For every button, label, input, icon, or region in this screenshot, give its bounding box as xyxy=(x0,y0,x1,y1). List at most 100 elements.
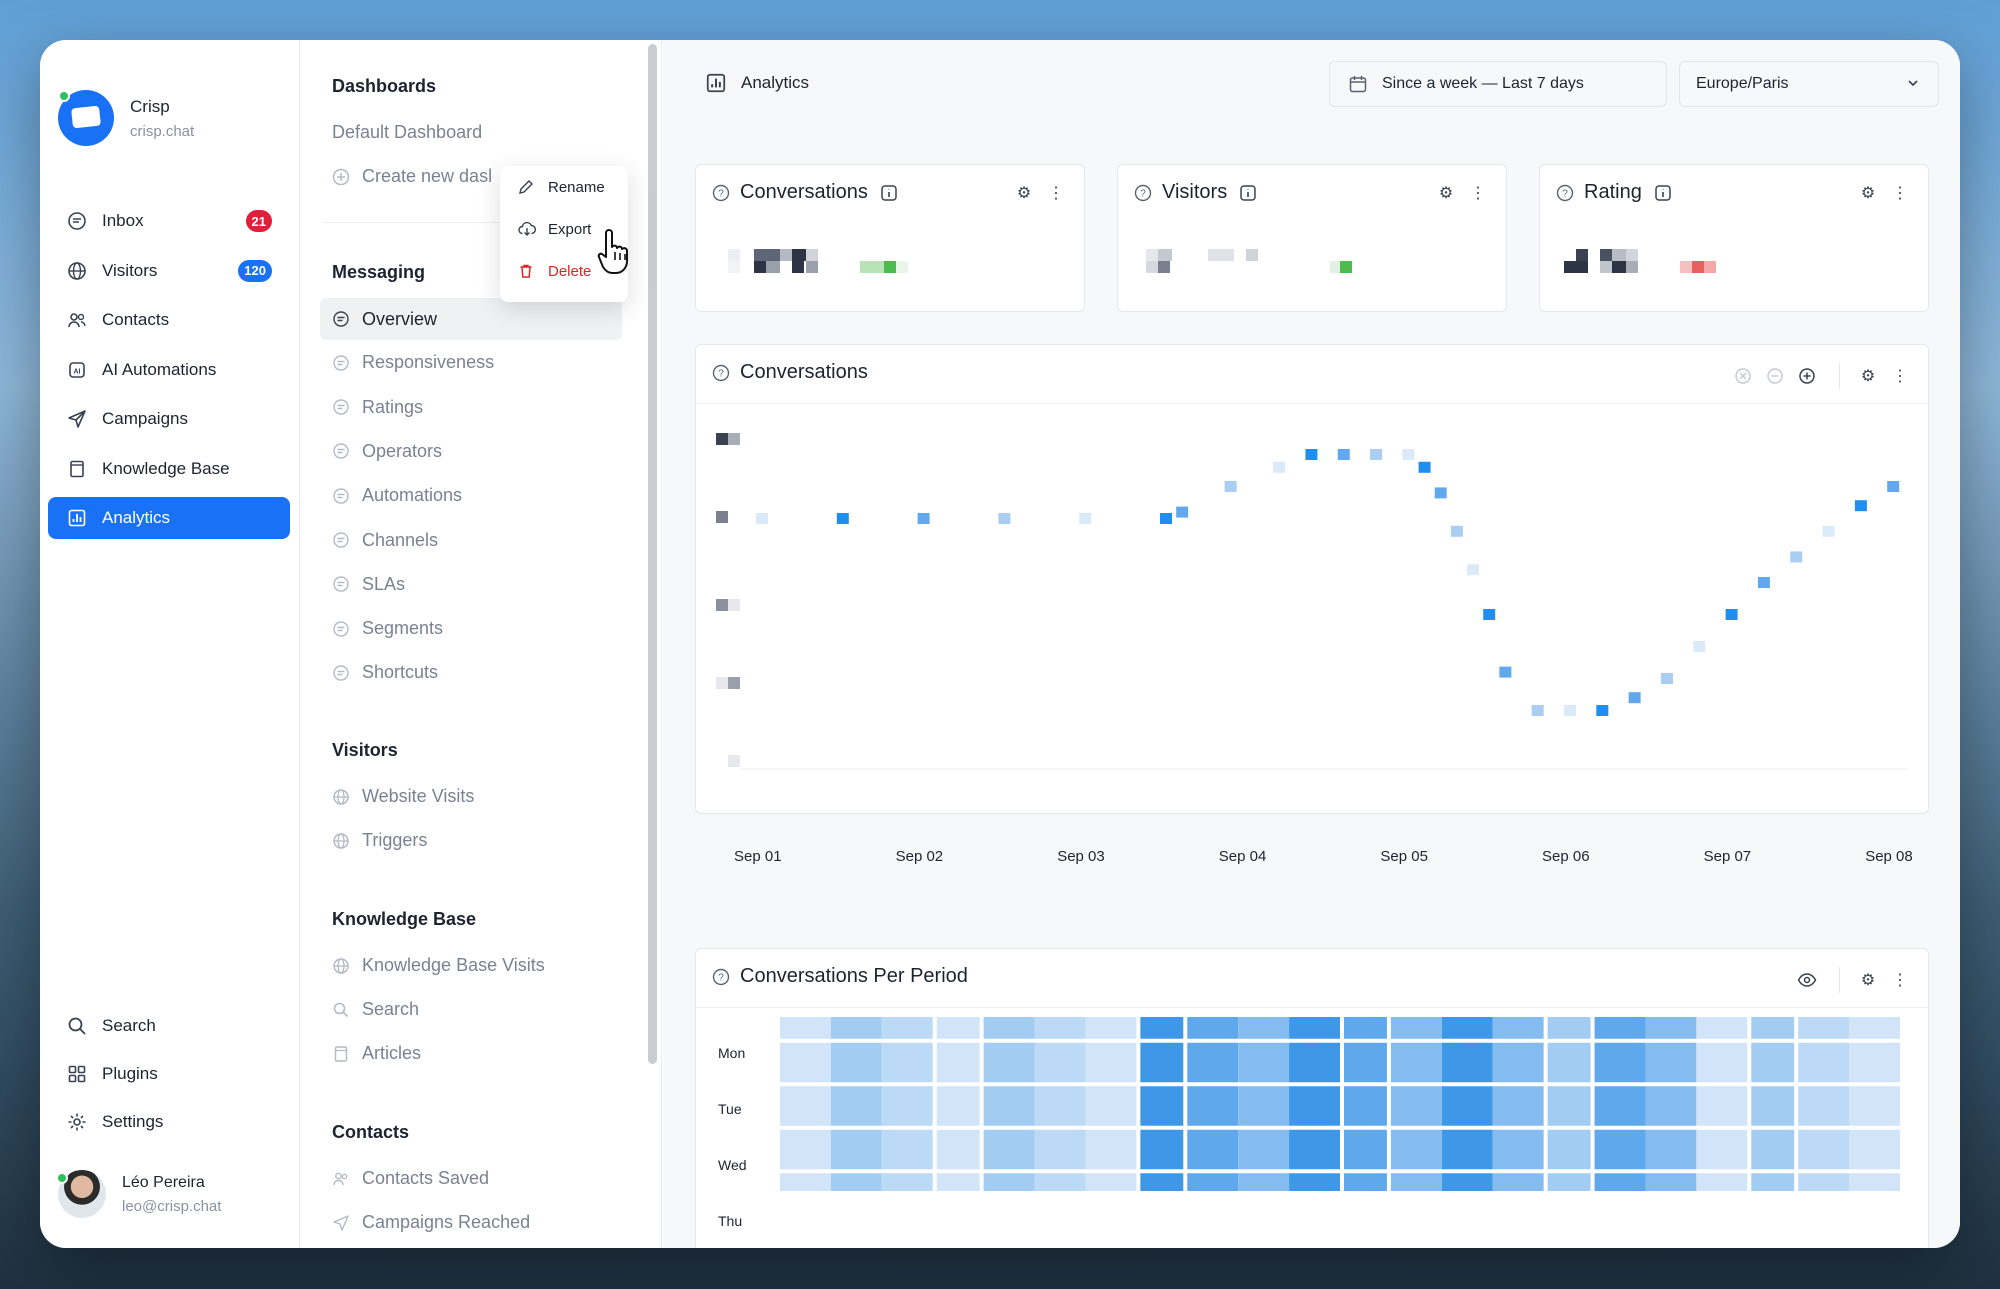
gear-icon[interactable]: ⚙ xyxy=(1860,972,1876,989)
help-circle-icon[interactable]: ? xyxy=(712,364,730,382)
heatmap-cell xyxy=(1696,1060,1748,1083)
submenu-item-responsiveness[interactable]: Responsiveness xyxy=(332,352,494,373)
more-vertical-icon[interactable]: ⋮ xyxy=(1470,185,1486,202)
heatmap-cell xyxy=(780,1147,831,1170)
delete-menu-item[interactable]: Delete xyxy=(500,250,628,292)
heatmap-cell xyxy=(1849,1060,1900,1083)
heatmap-cell xyxy=(983,1129,1035,1148)
heatmap-cell xyxy=(1696,1173,1748,1191)
submenu-item-campaigns-reached[interactable]: Campaigns Reached xyxy=(332,1212,530,1233)
nav-item-search[interactable]: Search xyxy=(48,1005,290,1047)
submenu-item-contacts-saved[interactable]: Contacts Saved xyxy=(332,1168,489,1189)
nav-item-plugins[interactable]: Plugins xyxy=(48,1053,290,1095)
line-point xyxy=(1273,461,1286,473)
heatmap-cell xyxy=(1441,1060,1493,1083)
submenu-item-triggers[interactable]: Triggers xyxy=(332,830,427,851)
heatmap-cell xyxy=(983,1060,1035,1083)
info-icon[interactable] xyxy=(1654,184,1672,202)
nav-item-settings[interactable]: Settings xyxy=(48,1101,290,1143)
heatmap-cell xyxy=(1798,1086,1850,1104)
zoom-in-icon[interactable] xyxy=(1797,366,1817,386)
submenu-item-operators[interactable]: Operators xyxy=(332,441,442,462)
heatmap-cell xyxy=(1085,1017,1137,1039)
nav-item-label: Search xyxy=(102,1016,156,1035)
user-profile[interactable]: Léo Pereira leo@crisp.chat xyxy=(56,1170,221,1218)
submenu-item-label: Operators xyxy=(362,440,443,461)
heatmap-cell xyxy=(1238,1086,1290,1104)
heatmap-cell xyxy=(1751,1173,1795,1191)
info-icon[interactable] xyxy=(880,184,898,202)
submenu-item-kb-visits[interactable]: Knowledge Base Visits xyxy=(332,955,545,976)
heatmap-cell xyxy=(1849,1104,1900,1126)
submenu-item-slas[interactable]: SLAs xyxy=(332,574,405,595)
heatmap-cell xyxy=(1751,1086,1795,1104)
submenu-item-channels[interactable]: Channels xyxy=(332,530,438,551)
heatmap-cell xyxy=(1849,1042,1900,1061)
nav-item-inbox[interactable]: Inbox 21 xyxy=(48,200,290,242)
info-icon[interactable] xyxy=(1239,184,1257,202)
users-icon xyxy=(66,309,88,331)
line-point xyxy=(1499,666,1512,678)
submenu-item-label: Segments xyxy=(362,618,444,639)
more-vertical-icon[interactable]: ⋮ xyxy=(1892,972,1908,989)
heatmap-cell xyxy=(830,1173,882,1191)
visitors-badge: 120 xyxy=(238,259,272,282)
heatmap-cell xyxy=(936,1060,980,1083)
brand[interactable]: Crisp crisp.chat xyxy=(58,90,194,146)
create-dashboard-button[interactable]: Create new dasl xyxy=(332,166,492,187)
eye-icon[interactable] xyxy=(1797,970,1817,990)
submenu-item-kb-search[interactable]: Search xyxy=(332,999,419,1020)
submenu-item-articles[interactable]: Articles xyxy=(332,1043,421,1064)
submenu-item-ratings[interactable]: Ratings xyxy=(332,397,423,418)
submenu-item-overview[interactable]: Overview xyxy=(320,298,622,340)
rename-menu-item[interactable]: Rename xyxy=(500,166,628,208)
zoom-out-icon[interactable] xyxy=(1765,366,1785,386)
submenu-item-segments[interactable]: Segments xyxy=(332,618,443,639)
help-circle-icon[interactable]: ? xyxy=(712,968,730,986)
zoom-reset-icon[interactable] xyxy=(1733,366,1753,386)
heatmap-cell xyxy=(1390,1147,1442,1170)
heatmap-cell xyxy=(1085,1060,1137,1083)
nav-item-campaigns[interactable]: Campaigns xyxy=(48,398,290,440)
submenu-scrollbar[interactable] xyxy=(648,44,657,1064)
heatmap-cell xyxy=(1187,1129,1239,1148)
heatmap-cell xyxy=(1140,1104,1184,1126)
export-menu-item[interactable]: Export xyxy=(500,208,628,250)
heatmap-cell xyxy=(1645,1129,1697,1148)
nav-item-knowledge-base[interactable]: Knowledge Base xyxy=(48,448,290,490)
date-range-picker[interactable]: Since a week — Last 7 days xyxy=(1329,61,1667,107)
nav-item-ai-automations[interactable]: AI AI Automations xyxy=(48,349,290,391)
nav-item-contacts[interactable]: Contacts xyxy=(48,299,290,341)
submenu-item-website-visits[interactable]: Website Visits xyxy=(332,786,474,807)
help-circle-icon[interactable]: ? xyxy=(712,184,730,202)
gear-icon[interactable]: ⚙ xyxy=(1438,185,1454,202)
heatmap-cell xyxy=(1645,1173,1697,1191)
heatmap-cell xyxy=(1187,1060,1239,1083)
gear-icon[interactable]: ⚙ xyxy=(1860,185,1876,202)
more-vertical-icon[interactable]: ⋮ xyxy=(1892,185,1908,202)
gear-icon[interactable]: ⚙ xyxy=(1860,368,1876,385)
submenu-item-automations[interactable]: Automations xyxy=(332,485,462,506)
submenu-item-label: Responsiveness xyxy=(362,352,495,373)
nav-item-visitors[interactable]: Visitors 120 xyxy=(48,250,290,292)
svg-text:?: ? xyxy=(718,368,724,379)
more-vertical-icon[interactable]: ⋮ xyxy=(1892,368,1908,385)
help-circle-icon[interactable]: ? xyxy=(1556,184,1574,202)
heatmap-cell xyxy=(1594,1147,1646,1170)
heatmap-cell xyxy=(1547,1086,1591,1104)
heatmap-cell xyxy=(1751,1129,1795,1148)
kpi-card-rating: ? Rating ⚙ ⋮ xyxy=(1539,164,1929,312)
submenu-item-label: Overview xyxy=(362,308,438,329)
inbox-badge: 21 xyxy=(245,210,272,232)
nav-item-analytics[interactable]: Analytics xyxy=(48,497,290,539)
gear-icon[interactable]: ⚙ xyxy=(1016,185,1032,202)
timezone-select[interactable]: Europe/Paris xyxy=(1679,61,1939,107)
submenu-item-shortcuts[interactable]: Shortcuts xyxy=(332,662,438,683)
help-circle-icon[interactable]: ? xyxy=(1134,184,1152,202)
more-vertical-icon[interactable]: ⋮ xyxy=(1048,185,1064,202)
svg-text:?: ? xyxy=(718,972,724,983)
heatmap-cell xyxy=(983,1147,1035,1170)
trash-icon xyxy=(518,262,536,280)
default-dashboard-link[interactable]: Default Dashboard xyxy=(332,122,483,142)
heatmap-cell xyxy=(1547,1060,1591,1083)
